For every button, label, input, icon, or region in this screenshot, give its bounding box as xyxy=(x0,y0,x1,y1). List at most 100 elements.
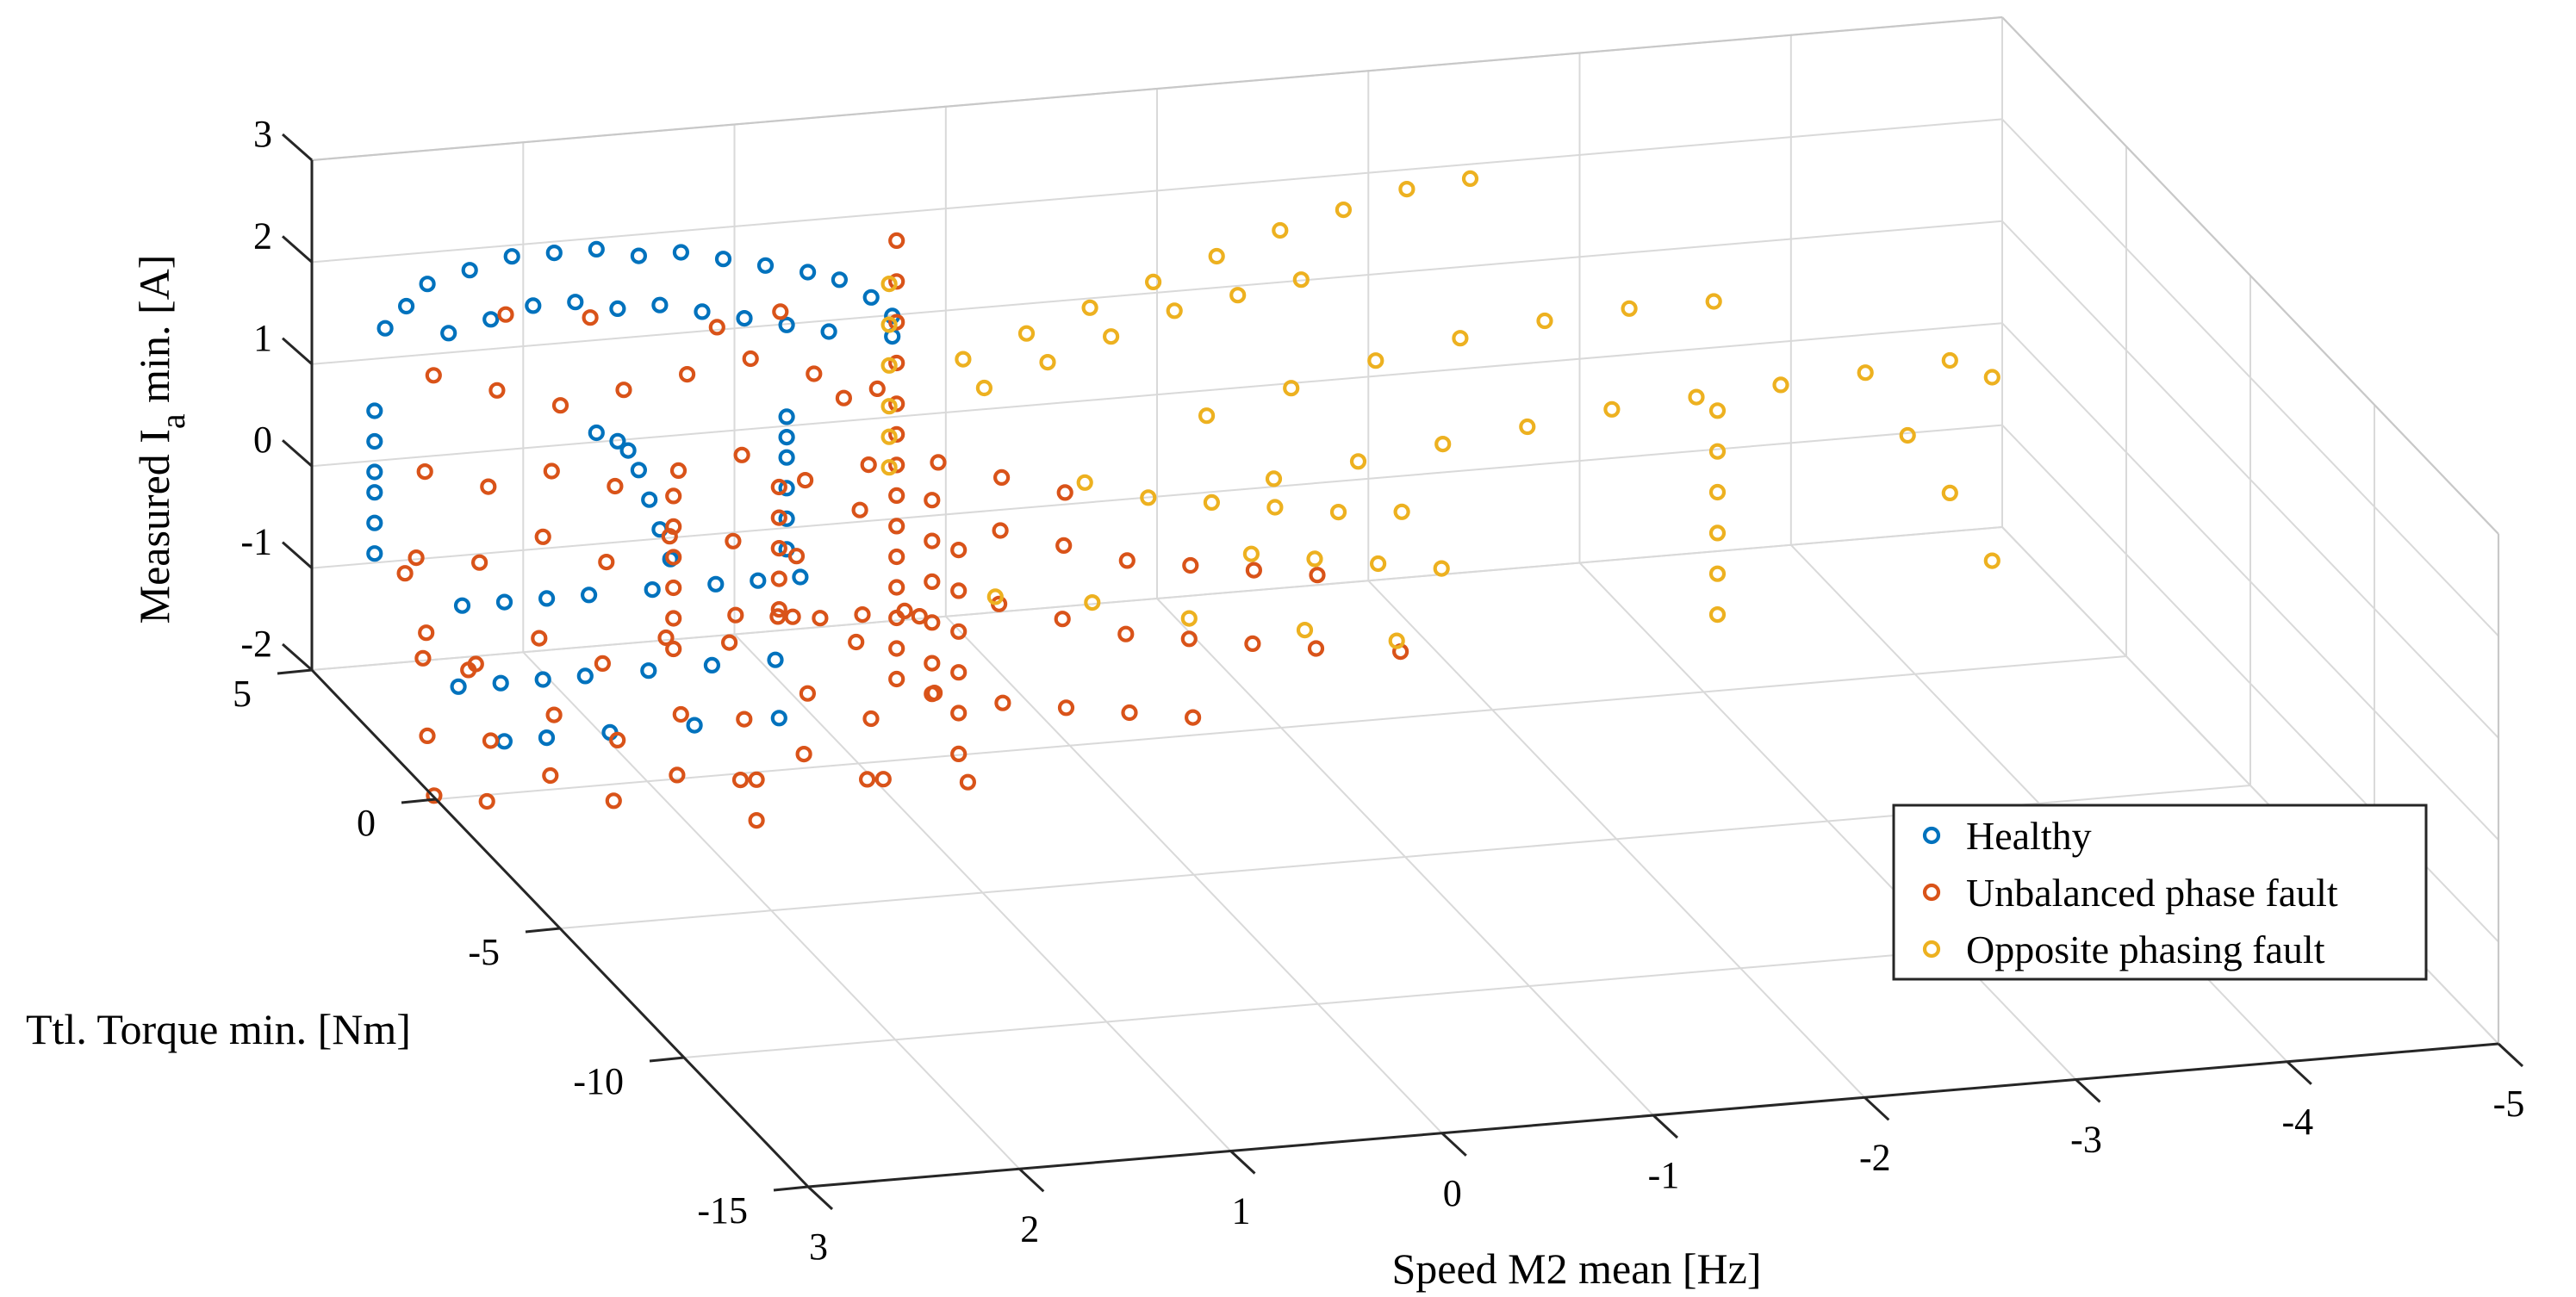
point-opposite xyxy=(880,316,898,333)
point-healthy xyxy=(440,325,457,342)
point-unbalanced xyxy=(725,532,742,549)
point-unbalanced xyxy=(665,610,682,627)
point-unbalanced xyxy=(950,541,968,559)
point-opposite xyxy=(1899,426,1916,444)
point-opposite xyxy=(1335,202,1353,219)
point-unbalanced xyxy=(888,640,905,657)
point-healthy xyxy=(778,449,795,466)
point-opposite xyxy=(880,459,898,476)
point-unbalanced xyxy=(854,605,871,624)
point-unbalanced xyxy=(470,554,488,571)
point-unbalanced xyxy=(478,792,495,810)
point-unbalanced xyxy=(742,350,759,368)
point-opposite xyxy=(1180,610,1198,627)
x-tick-label: 3 xyxy=(809,1226,828,1268)
point-healthy xyxy=(366,402,383,419)
point-opposite xyxy=(880,357,898,374)
point-unbalanced xyxy=(860,456,877,474)
point-healthy xyxy=(366,514,383,531)
point-opposite xyxy=(1306,550,1323,568)
point-healthy xyxy=(588,424,605,442)
point-unbalanced xyxy=(992,522,1009,539)
point-unbalanced xyxy=(806,365,823,382)
point-opposite xyxy=(1081,299,1098,316)
point-unbalanced xyxy=(924,573,941,591)
point-healthy xyxy=(525,297,542,314)
point-unbalanced xyxy=(672,705,689,723)
point-opposite xyxy=(1398,181,1416,198)
point-unbalanced xyxy=(607,477,624,495)
z-axis-title-subscript: a xyxy=(153,413,192,429)
point-unbalanced xyxy=(657,629,675,647)
legend-marker-unbalanced xyxy=(1922,883,1941,902)
point-opposite xyxy=(1102,328,1120,345)
point-healthy xyxy=(492,674,509,692)
point-unbalanced xyxy=(930,454,947,471)
point-opposite xyxy=(1772,376,1789,394)
point-unbalanced xyxy=(770,509,787,526)
x-tick-label: -1 xyxy=(1648,1154,1680,1196)
point-unbalanced xyxy=(414,649,432,667)
point-unbalanced xyxy=(769,608,787,625)
point-unbalanced xyxy=(1307,640,1325,657)
y-tick-label: 0 xyxy=(357,802,376,844)
point-opposite xyxy=(1229,287,1247,304)
point-healthy xyxy=(576,667,594,685)
point-unbalanced xyxy=(888,273,905,290)
y-tick-label: 5 xyxy=(233,673,252,715)
y-tick-label: -15 xyxy=(697,1189,748,1232)
point-unbalanced xyxy=(531,630,548,647)
point-opposite xyxy=(1983,552,2000,569)
point-opposite xyxy=(1434,435,1452,453)
z-tick-mark xyxy=(282,439,313,468)
x-tick-mark xyxy=(1018,1168,1045,1193)
point-opposite xyxy=(1367,352,1384,369)
point-healthy xyxy=(609,432,626,450)
point-unbalanced xyxy=(1184,709,1202,726)
point-opposite xyxy=(1203,493,1221,512)
point-unbalanced xyxy=(480,478,497,495)
point-unbalanced xyxy=(770,478,787,496)
y-axis-title: Ttl. Torque min. [Nm] xyxy=(26,1005,411,1053)
point-unbalanced xyxy=(888,354,905,372)
point-unbalanced xyxy=(772,303,789,320)
point-unbalanced xyxy=(669,462,688,480)
point-healthy xyxy=(630,247,648,264)
point-unbalanced xyxy=(598,553,615,571)
point-opposite xyxy=(1708,483,1727,501)
point-healthy xyxy=(366,432,383,450)
y-tick-label: -5 xyxy=(468,931,500,973)
point-unbalanced xyxy=(594,655,612,673)
point-opposite xyxy=(1461,170,1479,187)
point-opposite xyxy=(1708,402,1727,419)
grid-line-z-side-wall xyxy=(2001,220,2499,739)
y-tick-mark xyxy=(277,668,313,675)
point-opposite xyxy=(880,428,898,445)
legend: Healthy Unbalanced phase fault Opposite … xyxy=(1892,804,2428,981)
point-unbalanced xyxy=(1244,635,1261,653)
legend-marker-healthy xyxy=(1922,826,1941,845)
point-unbalanced xyxy=(1057,699,1075,717)
point-unbalanced xyxy=(1180,630,1198,648)
point-healthy xyxy=(641,491,658,508)
point-healthy xyxy=(770,710,787,727)
x-tick-mark xyxy=(1864,1096,1890,1121)
z-tick-mark xyxy=(282,133,313,162)
point-healthy xyxy=(398,297,415,315)
point-healthy xyxy=(580,586,598,604)
x-tick-label: 1 xyxy=(1232,1190,1251,1232)
point-unbalanced xyxy=(1054,611,1071,628)
point-healthy xyxy=(453,597,471,614)
point-unbalanced xyxy=(896,602,913,620)
point-unbalanced xyxy=(835,389,853,406)
z-tick-label: 0 xyxy=(253,419,272,461)
point-unbalanced xyxy=(812,610,829,627)
point-unbalanced xyxy=(888,456,905,474)
legend-label-opposite: Opposite phasing fault xyxy=(1966,928,2325,971)
point-opposite xyxy=(1039,354,1056,371)
point-unbalanced xyxy=(874,771,892,788)
point-opposite xyxy=(1388,632,1405,649)
y-tick-label: -10 xyxy=(573,1060,624,1102)
point-unbalanced xyxy=(582,309,599,326)
